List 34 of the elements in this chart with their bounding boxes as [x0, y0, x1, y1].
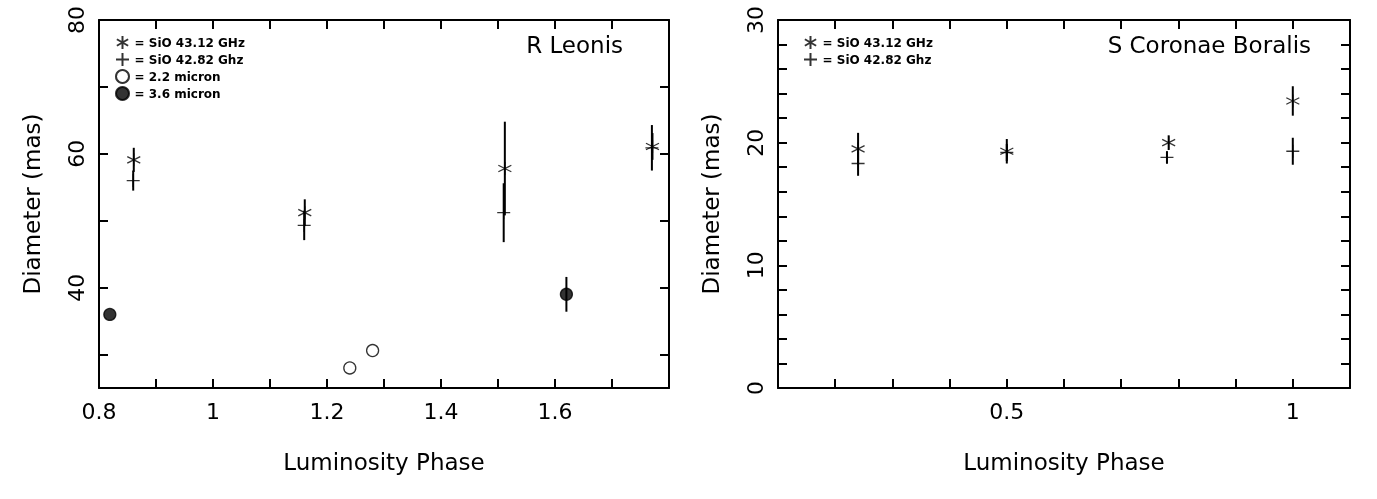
y-axis-title: Diameter (mas) — [697, 113, 724, 295]
x-tick-label: 0.8 — [81, 398, 117, 424]
legend-label: = 3.6 micron — [134, 86, 221, 101]
x-tick-label: 1.6 — [537, 398, 573, 424]
x-tick-label: 1.4 — [423, 398, 459, 424]
legend-label: = 2.2 micron — [134, 69, 221, 84]
x-tick-label: 1 — [206, 398, 220, 424]
x-axis-title: Luminosity Phase — [283, 448, 485, 475]
y-tick-label: 80 — [63, 6, 89, 34]
x-tick-label: 0.5 — [989, 398, 1025, 424]
text: R Leonis — [526, 31, 623, 58]
y-tick-label: 0 — [742, 381, 768, 395]
point — [559, 287, 574, 301]
y-tick-label: 30 — [742, 6, 768, 34]
x-axis-title: Luminosity Phase — [963, 448, 1165, 475]
point — [497, 161, 512, 176]
point — [365, 343, 380, 358]
legend-label: = SiO 43.12 GHz — [134, 35, 245, 50]
y-tick-label: 60 — [63, 139, 89, 168]
point — [343, 361, 357, 375]
x-tick-label: 1.2 — [309, 398, 345, 424]
point — [1285, 93, 1300, 109]
point — [126, 152, 141, 167]
y-tick-label: 10 — [742, 251, 768, 280]
legend-label: = SiO 42.82 Ghz — [822, 52, 932, 67]
legend-label: = SiO 43.12 GHz — [822, 35, 933, 50]
y-tick-label: 20 — [742, 128, 768, 157]
y-axis-title: Diameter (mas) — [18, 113, 45, 295]
point — [297, 205, 312, 220]
text: S Coronae Boralis — [1107, 31, 1312, 58]
x-tick-label: 1 — [1285, 398, 1300, 424]
y-tick-label: 40 — [63, 273, 89, 302]
point — [103, 307, 117, 322]
legend-label: = SiO 42.82 Ghz — [134, 52, 244, 67]
